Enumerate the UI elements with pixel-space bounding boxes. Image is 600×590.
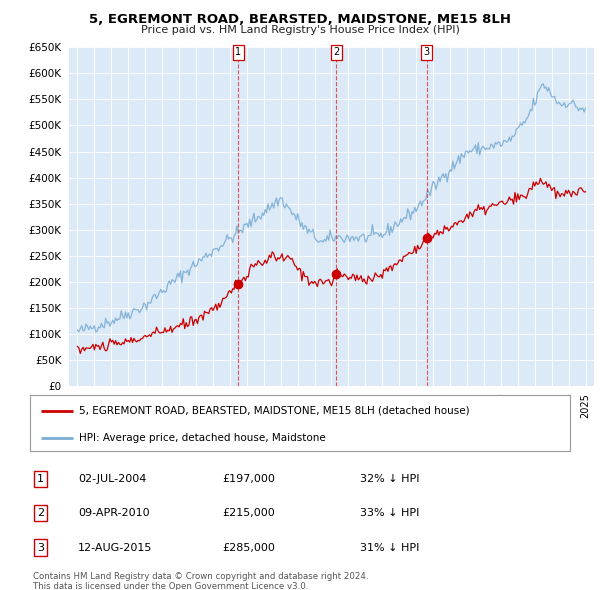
Text: 32% ↓ HPI: 32% ↓ HPI	[360, 474, 419, 484]
Text: Price paid vs. HM Land Registry's House Price Index (HPI): Price paid vs. HM Land Registry's House …	[140, 25, 460, 35]
Text: £215,000: £215,000	[222, 509, 275, 518]
Text: 12-AUG-2015: 12-AUG-2015	[78, 543, 152, 552]
Text: 33% ↓ HPI: 33% ↓ HPI	[360, 509, 419, 518]
Text: 02-JUL-2004: 02-JUL-2004	[78, 474, 146, 484]
Text: 31% ↓ HPI: 31% ↓ HPI	[360, 543, 419, 552]
Text: 2: 2	[37, 509, 44, 518]
Text: £197,000: £197,000	[222, 474, 275, 484]
Text: £285,000: £285,000	[222, 543, 275, 552]
Text: 3: 3	[37, 543, 44, 552]
Text: 5, EGREMONT ROAD, BEARSTED, MAIDSTONE, ME15 8LH (detached house): 5, EGREMONT ROAD, BEARSTED, MAIDSTONE, M…	[79, 406, 469, 416]
Text: 5, EGREMONT ROAD, BEARSTED, MAIDSTONE, ME15 8LH: 5, EGREMONT ROAD, BEARSTED, MAIDSTONE, M…	[89, 13, 511, 26]
Text: 1: 1	[235, 47, 241, 57]
Text: 1: 1	[37, 474, 44, 484]
Text: 2: 2	[333, 47, 339, 57]
Text: 09-APR-2010: 09-APR-2010	[78, 509, 149, 518]
Text: 3: 3	[424, 47, 430, 57]
Text: Contains HM Land Registry data © Crown copyright and database right 2024.: Contains HM Land Registry data © Crown c…	[33, 572, 368, 581]
Text: HPI: Average price, detached house, Maidstone: HPI: Average price, detached house, Maid…	[79, 433, 325, 443]
Text: This data is licensed under the Open Government Licence v3.0.: This data is licensed under the Open Gov…	[33, 582, 308, 590]
